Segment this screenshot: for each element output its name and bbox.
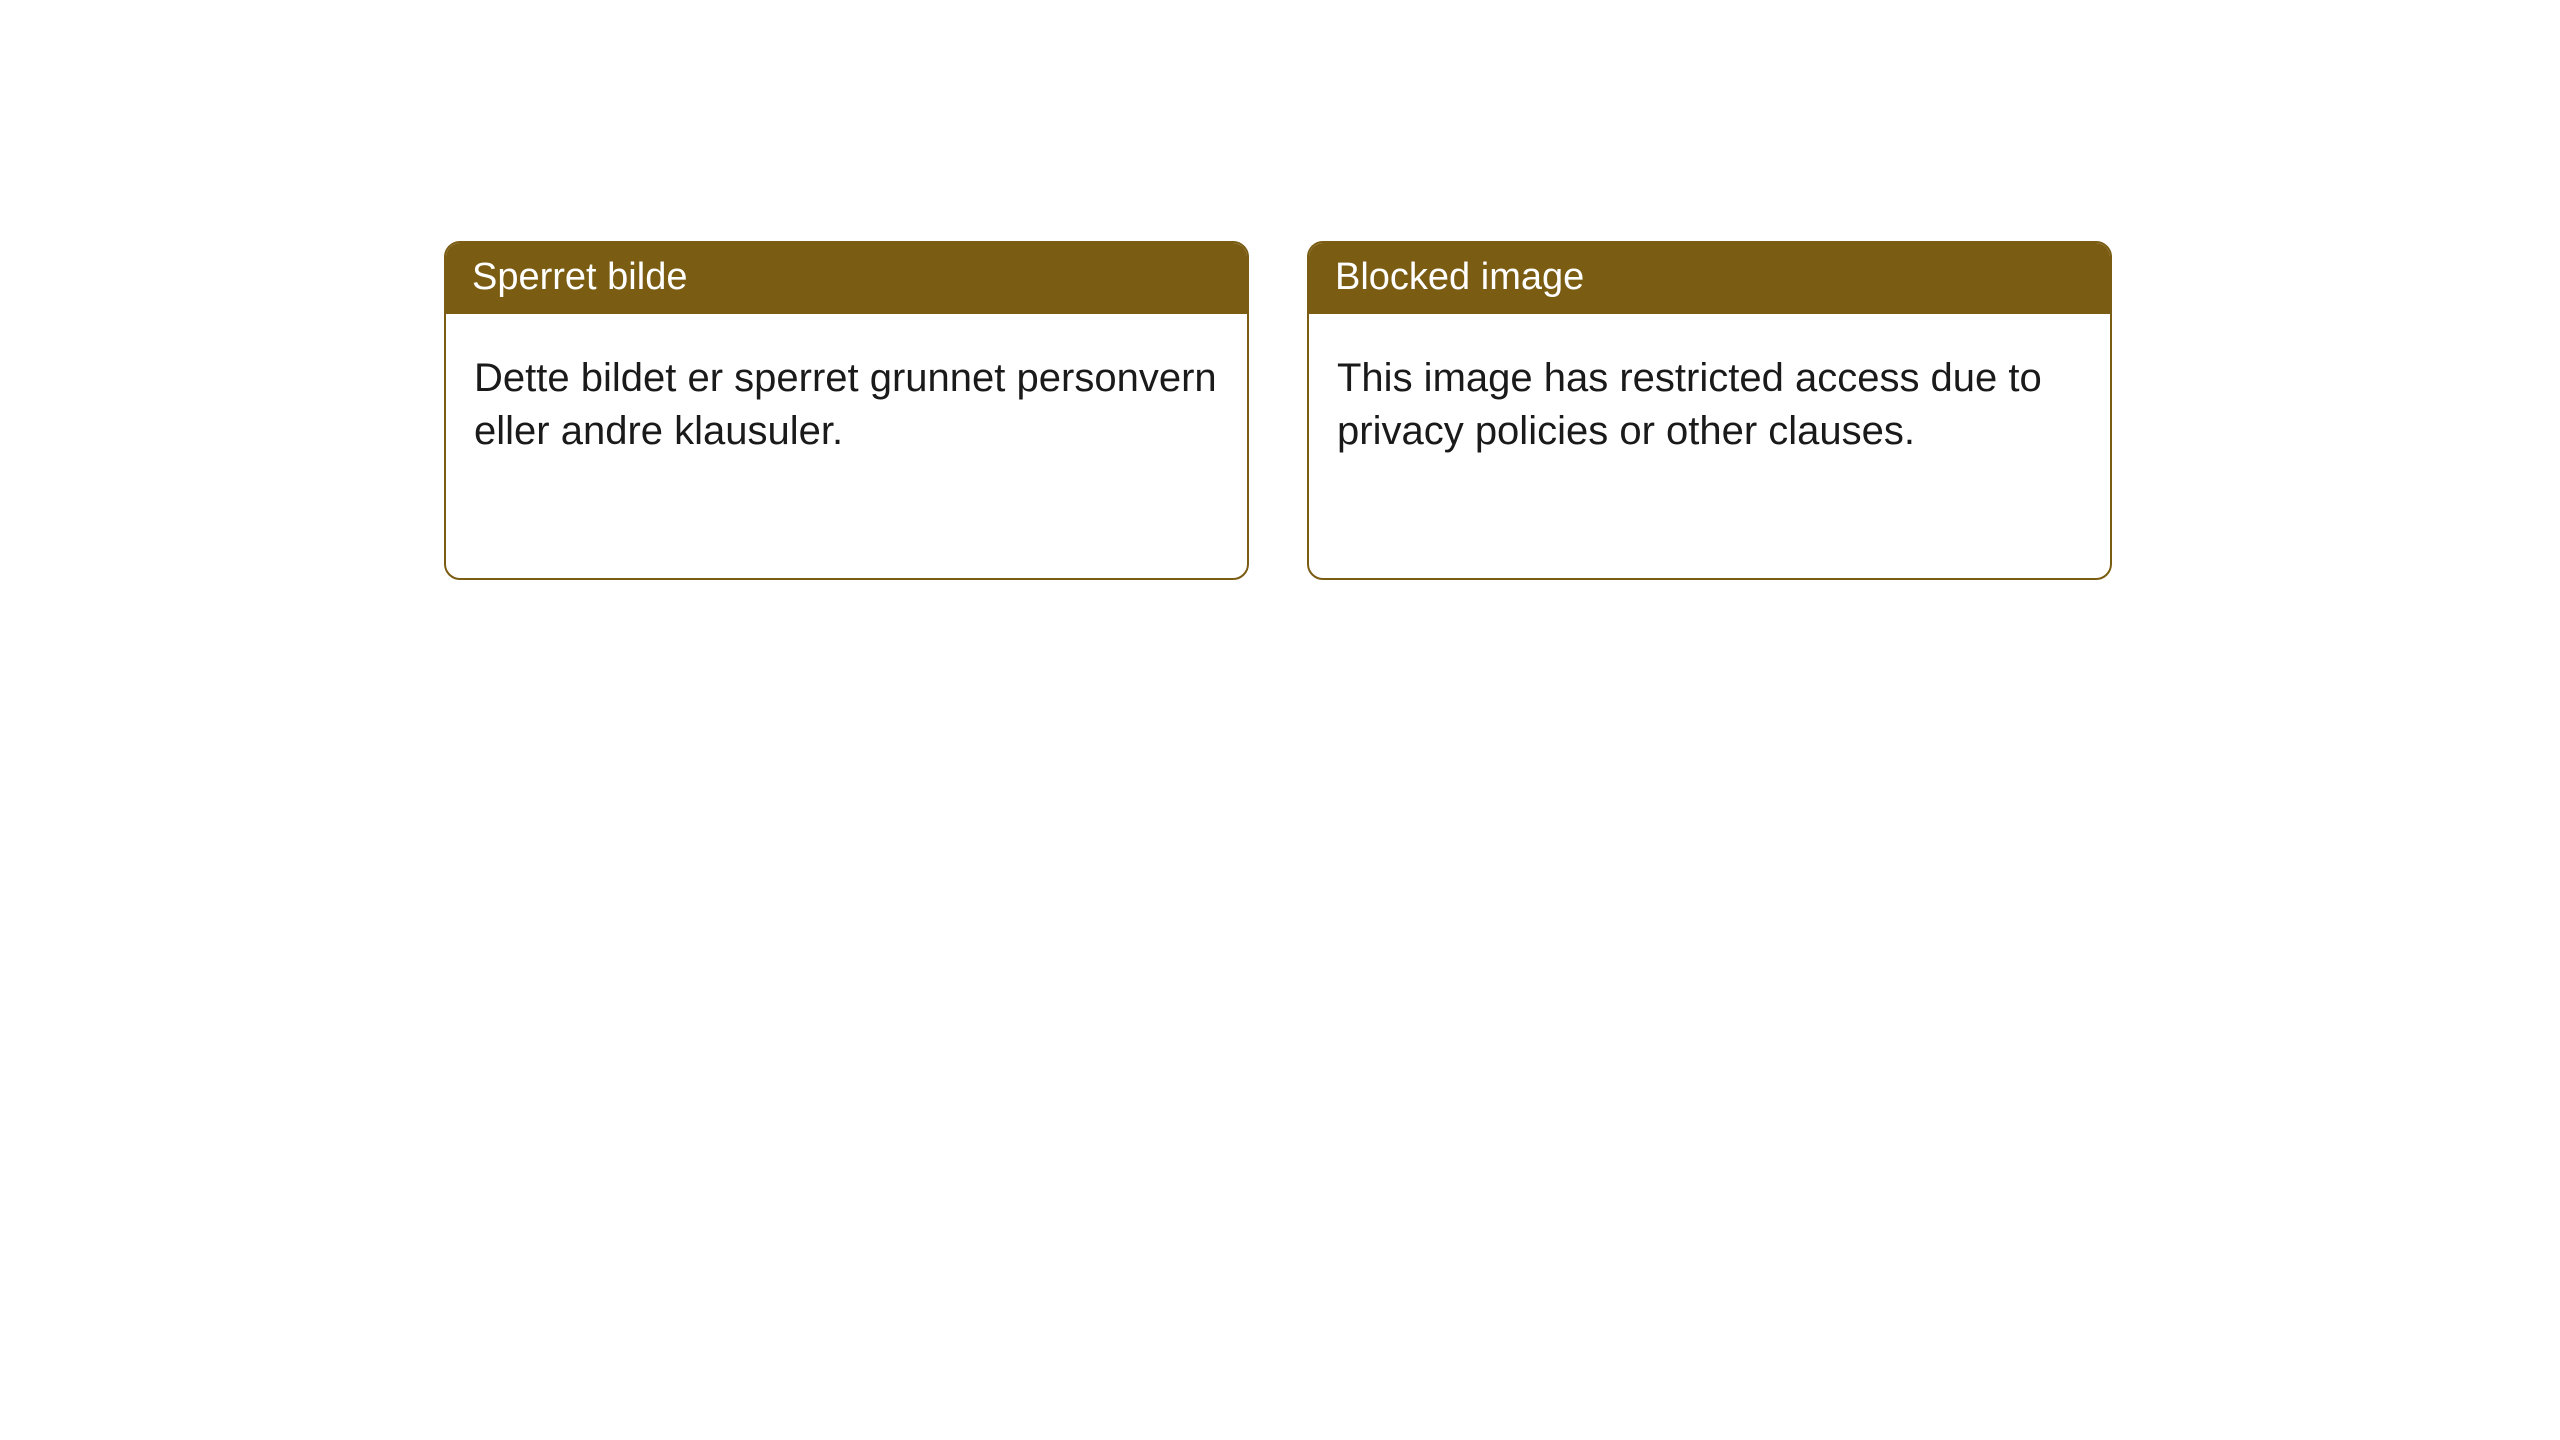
notice-card-norwegian: Sperret bilde Dette bildet er sperret gr… — [444, 241, 1249, 580]
notice-body: Dette bildet er sperret grunnet personve… — [446, 314, 1247, 486]
notice-header: Sperret bilde — [446, 243, 1247, 314]
notice-card-english: Blocked image This image has restricted … — [1307, 241, 2112, 580]
notice-container: Sperret bilde Dette bildet er sperret gr… — [0, 0, 2560, 580]
notice-body: This image has restricted access due to … — [1309, 314, 2110, 486]
notice-header: Blocked image — [1309, 243, 2110, 314]
